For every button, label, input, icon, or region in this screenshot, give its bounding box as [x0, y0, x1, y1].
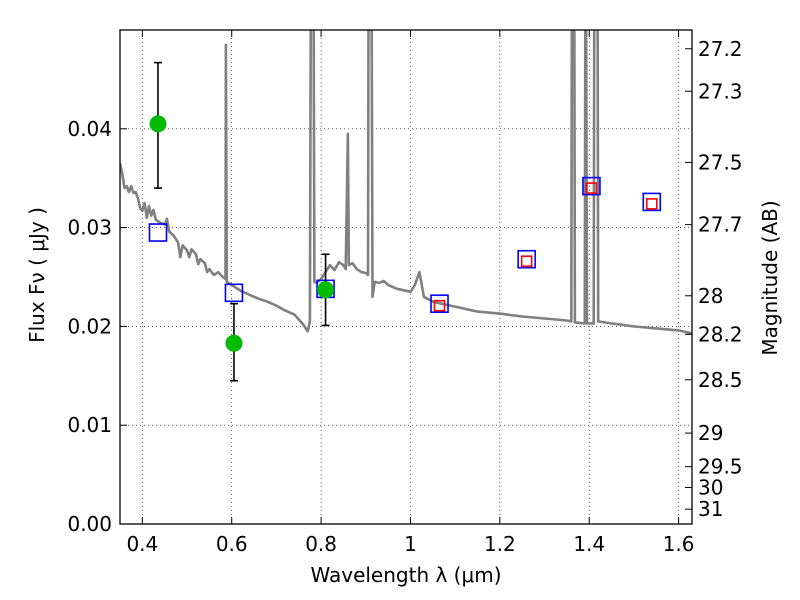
x-tick-label: 0.4 [126, 532, 158, 556]
model-blue-marker [224, 283, 244, 303]
model-red-marker [645, 198, 658, 210]
y-tick-label: 0.03 [67, 216, 112, 240]
right-tick-label: 29 [698, 421, 723, 445]
y-tick-label: 0.02 [67, 314, 112, 338]
right-tick-label: 30 [698, 475, 723, 499]
model-red-marker [585, 182, 598, 194]
right-tick-label: 27.7 [698, 213, 743, 237]
x-tick-label: 1.6 [663, 532, 695, 556]
y-tick-label: 0.00 [67, 512, 112, 536]
right-tick-label: 29.5 [698, 455, 743, 479]
right-tick-label: 28.5 [698, 368, 743, 392]
x-tick-label: 1.4 [573, 532, 605, 556]
observed-point [149, 115, 167, 133]
plot-data [120, 30, 692, 382]
right-tick-label: 28 [698, 284, 723, 308]
model-blue-marker [517, 249, 536, 269]
x-tick-label: 0.8 [305, 532, 337, 556]
x-tick-label: 1 [404, 532, 417, 556]
model-blue-marker [148, 223, 168, 242]
model-spectrum-line [120, 30, 692, 335]
grid-lines [120, 30, 692, 525]
model-blue-marker [430, 294, 449, 313]
ticks: 0.4 0.6 0.8 1 1.2 1.4 1.6 0.00 0.01 0.02 0.03 0.04 2… [67, 30, 743, 556]
y-axis-label: Flux Fν ( μJy ) [25, 207, 49, 343]
y-tick-label: 0.04 [67, 117, 112, 141]
model-blue-marker [642, 192, 662, 212]
plot-frame [119, 29, 693, 525]
right-tick-label: 31 [698, 497, 723, 521]
x-tick-label: 1.2 [484, 532, 516, 556]
y-tick-label: 0.01 [67, 413, 112, 437]
model-red-marker [433, 299, 446, 312]
observed-point [225, 334, 243, 352]
model-red-marker [520, 255, 533, 267]
right-axis-label: Magnitude (AB) [758, 200, 782, 355]
x-axis-label: Wavelength λ (μm) [310, 563, 501, 587]
right-tick-label: 27.5 [698, 150, 743, 174]
observed-point [317, 281, 335, 299]
model-blue-marker [582, 176, 601, 196]
right-tick-label: 27.2 [698, 37, 743, 61]
x-tick-label: 0.6 [216, 532, 248, 556]
right-tick-label: 27.3 [698, 79, 743, 103]
right-tick-label: 28.2 [698, 322, 743, 346]
